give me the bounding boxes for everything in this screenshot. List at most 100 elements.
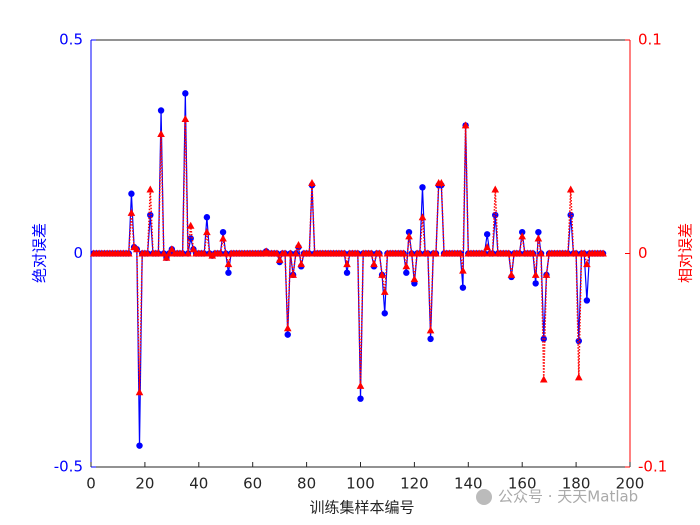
marker: [162, 253, 171, 261]
marker: [580, 249, 588, 257]
watermark: 公众号 · 天天Matlab: [498, 488, 638, 506]
marker: [410, 275, 419, 283]
marker: [405, 228, 413, 236]
marker: [289, 270, 297, 278]
marker: [157, 129, 165, 137]
marker: [286, 249, 295, 257]
marker: [427, 335, 434, 343]
marker: [483, 231, 491, 238]
marker: [128, 190, 135, 197]
watermark-icon: [476, 489, 492, 505]
x-tick-label: 40: [189, 475, 208, 493]
series-line: [93, 93, 604, 446]
marker: [540, 335, 547, 343]
marker: [437, 179, 446, 187]
y2-tick-label: 0: [638, 244, 648, 262]
y2-tick-label: 0.1: [638, 31, 662, 49]
marker: [165, 249, 173, 257]
marker: [305, 249, 314, 257]
marker: [534, 234, 543, 242]
marker: [168, 245, 176, 253]
marker: [459, 284, 467, 291]
marker: [225, 269, 232, 276]
marker: [292, 249, 300, 257]
marker: [432, 249, 440, 257]
marker: [356, 381, 365, 389]
marker: [186, 221, 195, 229]
marker: [583, 260, 591, 268]
marker: [380, 287, 389, 295]
marker: [574, 373, 583, 381]
marker: [184, 249, 192, 257]
marker: [504, 249, 513, 257]
marker: [542, 270, 551, 278]
marker: [424, 249, 432, 257]
marker: [284, 331, 291, 338]
marker: [146, 185, 155, 193]
marker: [456, 249, 465, 257]
marker: [343, 260, 351, 268]
marker: [367, 249, 376, 257]
marker: [491, 185, 500, 193]
marker: [178, 249, 187, 257]
x-axis-label: 训练集样本编号: [309, 499, 414, 517]
marker: [297, 260, 306, 268]
x-tick-label: 140: [454, 475, 483, 493]
marker: [133, 245, 141, 253]
marker: [354, 249, 362, 257]
marker: [480, 249, 489, 257]
marker: [415, 249, 424, 257]
marker: [507, 270, 516, 278]
marker: [488, 249, 497, 257]
marker: [566, 185, 575, 193]
y-axis-label: 绝对误差: [31, 223, 49, 283]
marker: [189, 245, 198, 253]
x-tick-label: 0: [86, 475, 96, 493]
marker: [273, 249, 281, 257]
marker: [221, 249, 230, 257]
marker: [343, 269, 351, 276]
marker: [216, 249, 225, 257]
marker: [154, 249, 163, 257]
y-tick-label: 0.5: [59, 31, 83, 49]
marker: [159, 249, 168, 257]
marker: [402, 262, 411, 270]
marker: [583, 297, 591, 304]
marker: [308, 179, 316, 187]
marker: [572, 249, 580, 257]
marker: [529, 249, 537, 257]
y2-axis-label: 相对误差: [677, 223, 695, 283]
marker: [539, 375, 548, 383]
marker: [564, 249, 572, 257]
marker: [200, 249, 208, 257]
marker: [426, 326, 435, 334]
marker: [399, 249, 408, 257]
marker: [375, 249, 384, 257]
marker: [419, 184, 426, 191]
x-tick-label: 200: [616, 475, 645, 493]
marker: [519, 228, 526, 236]
marker: [294, 240, 303, 248]
marker: [182, 90, 189, 97]
marker: [459, 266, 467, 274]
marker: [370, 260, 378, 268]
marker: [418, 213, 427, 221]
marker: [599, 249, 607, 257]
x-tick-label: 60: [243, 475, 262, 493]
x-tick-label: 100: [346, 475, 375, 493]
marker: [515, 249, 524, 257]
marker: [407, 249, 416, 257]
marker: [124, 249, 133, 257]
marker: [381, 310, 388, 317]
marker: [378, 270, 386, 278]
x-tick-label: 120: [400, 475, 429, 493]
marker: [283, 324, 292, 332]
marker: [219, 234, 227, 242]
marker: [136, 442, 143, 449]
marker: [403, 269, 410, 276]
marker: [143, 249, 152, 257]
marker: [575, 337, 582, 345]
marker: [135, 388, 144, 396]
marker: [224, 260, 233, 268]
